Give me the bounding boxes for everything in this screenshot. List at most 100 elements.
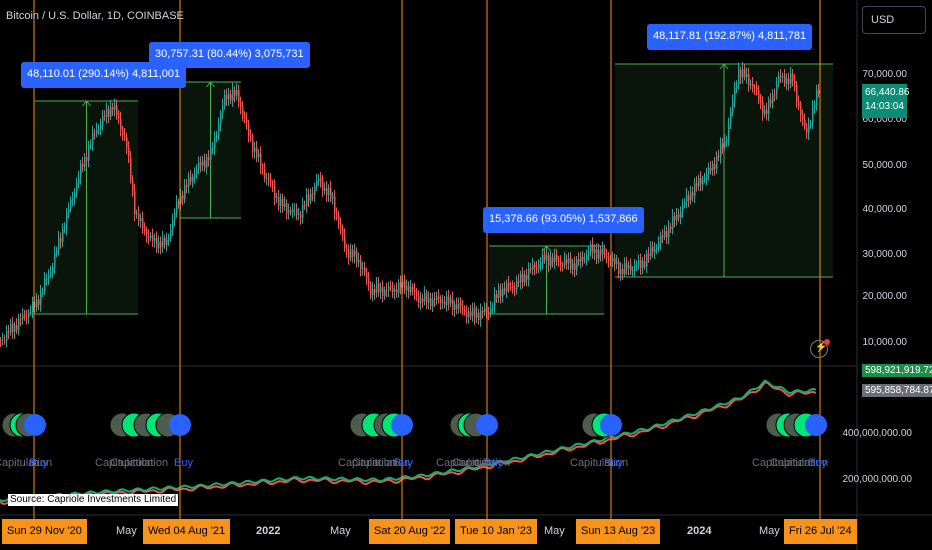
candle-body xyxy=(358,259,360,263)
date-tag: Sun 29 Nov '20 xyxy=(2,519,87,544)
candle-body xyxy=(122,129,124,136)
candle-body xyxy=(640,260,642,269)
candle-body xyxy=(274,186,276,199)
candle-body xyxy=(386,289,388,291)
candle-body xyxy=(780,75,782,77)
candle-body xyxy=(782,75,784,77)
candle-body xyxy=(520,273,522,283)
measurement-label[interactable]: 48,117.81 (192.87%) 4,811,781 xyxy=(647,24,813,50)
measurement-label[interactable]: 48,110.01 (290.14%) 4,811,001 xyxy=(21,62,187,88)
indicator-scale-label: 200,000,000.00 xyxy=(842,474,912,485)
buy-marker xyxy=(805,414,827,436)
time-axis-label: May xyxy=(544,525,565,537)
candle-body xyxy=(74,193,76,199)
candle-body xyxy=(572,263,574,270)
candle-body xyxy=(428,298,430,303)
candle-body xyxy=(250,135,252,139)
candle-body xyxy=(32,301,34,313)
candle-body xyxy=(374,288,376,293)
candle-body xyxy=(794,81,796,85)
candle-body xyxy=(686,195,688,202)
candle-body xyxy=(454,304,456,310)
candle-body xyxy=(650,246,652,257)
candle-body xyxy=(634,265,636,270)
candle-body xyxy=(600,249,602,255)
candle-body xyxy=(568,258,570,264)
candle-body xyxy=(598,249,600,259)
candle-body xyxy=(452,298,454,310)
candle-body xyxy=(738,69,740,86)
candle-body xyxy=(626,263,628,269)
candle-body xyxy=(52,266,54,273)
candle-body xyxy=(818,90,820,94)
candle-body xyxy=(196,169,198,175)
candle-body xyxy=(540,263,542,265)
candle-body xyxy=(60,237,62,242)
candle-body xyxy=(410,286,412,293)
candle-body xyxy=(674,216,676,221)
candle-body xyxy=(202,160,204,166)
candle-body xyxy=(190,177,192,182)
candle-body xyxy=(244,115,246,120)
candle-body xyxy=(356,250,358,263)
candle-body xyxy=(12,323,14,333)
candle-body xyxy=(142,217,144,229)
candle-body xyxy=(406,285,408,291)
measurement-label[interactable]: 15,378.66 (93.05%) 1,537,866 xyxy=(483,207,644,233)
candle-body xyxy=(138,213,140,222)
candle-body xyxy=(258,153,260,158)
candle-body xyxy=(748,73,750,86)
candle-body xyxy=(62,229,64,242)
candle-body xyxy=(770,99,772,104)
buy-label: Buy xyxy=(484,457,503,469)
candle-body xyxy=(774,94,776,96)
candle-body xyxy=(416,292,418,297)
measurement-label[interactable]: 30,757.31 (80.44%) 3,075,731 xyxy=(149,42,310,68)
candle-body xyxy=(646,253,648,267)
candle-body xyxy=(544,254,546,261)
candle-body xyxy=(778,75,780,84)
candle-body xyxy=(240,102,242,108)
time-axis-label: May xyxy=(116,525,137,537)
candle-body xyxy=(546,255,548,261)
candle-body xyxy=(264,169,266,179)
candle-body xyxy=(696,183,698,187)
candle-body xyxy=(720,143,722,157)
candle-body xyxy=(762,102,764,115)
indicator-value-grey: 595,858,784.87 xyxy=(862,384,932,397)
candle-body xyxy=(688,195,690,201)
candle-body xyxy=(26,316,28,318)
candle-body xyxy=(482,310,484,313)
candle-body xyxy=(432,298,434,307)
candle-body xyxy=(758,90,760,100)
candle-body xyxy=(318,178,320,182)
date-tag: Wed 04 Aug '21 xyxy=(143,519,231,544)
candle-body xyxy=(70,200,72,210)
price-scale-label: 50,000.00 xyxy=(862,160,908,171)
currency-button[interactable]: USD xyxy=(862,6,926,34)
candle-body xyxy=(624,263,626,274)
candle-body xyxy=(608,257,610,261)
candle-body xyxy=(590,244,592,253)
candle-body xyxy=(346,248,348,251)
candle-body xyxy=(562,264,564,266)
candle-body xyxy=(402,280,404,288)
candle-body xyxy=(570,258,572,270)
candle-body xyxy=(766,109,768,115)
candle-body xyxy=(110,106,112,117)
date-tag: Sun 13 Aug '23 xyxy=(576,519,661,544)
candle-body xyxy=(440,298,442,304)
candle-body xyxy=(638,260,640,266)
candle-body xyxy=(350,249,352,259)
candle-body xyxy=(582,256,584,261)
candle-body xyxy=(282,198,284,208)
candle-body xyxy=(160,241,162,248)
alert-button[interactable]: ⚡ xyxy=(810,339,830,358)
candle-body xyxy=(676,214,678,221)
candle-body xyxy=(516,280,518,290)
candle-body xyxy=(806,127,808,134)
candle-body xyxy=(552,257,554,262)
candle-body xyxy=(352,249,354,257)
